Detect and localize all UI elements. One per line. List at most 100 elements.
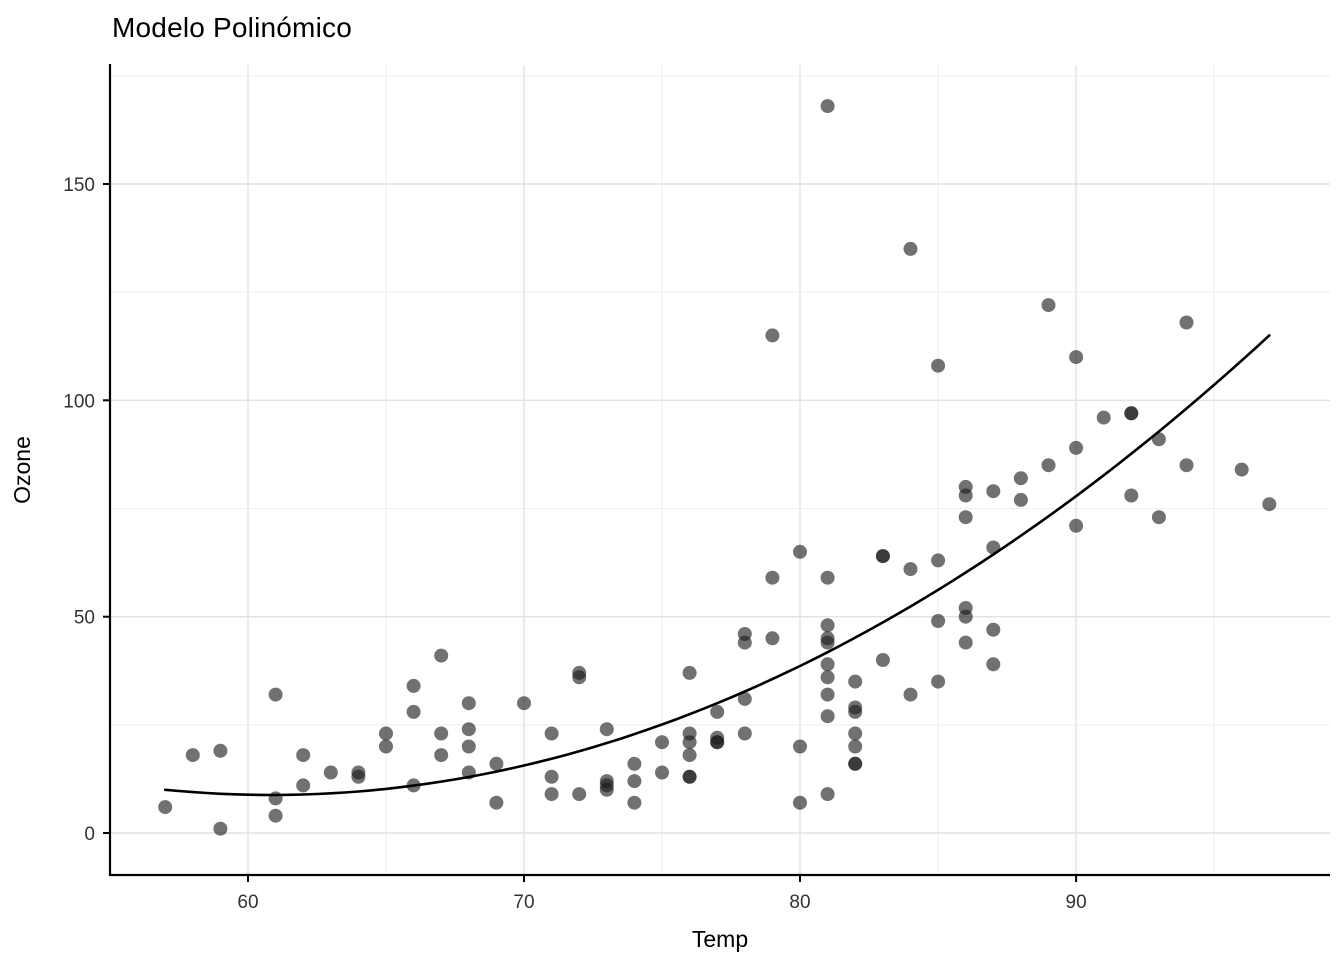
data-point	[434, 748, 449, 763]
data-point	[848, 704, 863, 719]
data-point	[599, 782, 614, 797]
y-tick-label: 50	[74, 608, 95, 629]
data-point	[544, 787, 559, 802]
y-axis-title: Ozone	[9, 436, 35, 504]
y-tick-label: 100	[63, 391, 95, 412]
data-point	[185, 748, 200, 763]
data-point	[765, 631, 780, 646]
data-point	[461, 696, 476, 711]
data-point	[820, 709, 835, 724]
data-point	[1124, 406, 1139, 421]
data-point	[793, 544, 807, 559]
data-point	[544, 726, 559, 741]
data-point	[958, 635, 973, 650]
data-point	[1069, 440, 1084, 455]
data-point	[434, 648, 449, 663]
data-point	[655, 765, 669, 780]
data-point	[544, 769, 559, 784]
data-point	[820, 99, 835, 114]
data-point	[406, 678, 421, 693]
data-point	[820, 570, 835, 585]
data-point	[931, 674, 946, 689]
data-point	[931, 553, 946, 568]
data-point	[1069, 350, 1084, 365]
data-point	[986, 622, 1001, 637]
data-point	[296, 748, 311, 763]
data-point	[1179, 315, 1194, 330]
data-point	[820, 635, 835, 650]
data-point	[1013, 492, 1028, 507]
data-point	[1179, 458, 1194, 473]
data-point	[710, 704, 725, 719]
data-point	[903, 687, 918, 702]
data-point	[268, 791, 283, 806]
data-point	[682, 665, 697, 680]
data-point	[599, 722, 614, 737]
data-point	[820, 657, 835, 672]
data-point	[1096, 410, 1111, 425]
x-tick-label: 60	[237, 892, 258, 913]
data-point	[406, 704, 421, 719]
data-point	[737, 691, 752, 706]
data-point	[1151, 510, 1166, 525]
data-point	[379, 726, 393, 741]
data-point	[461, 722, 476, 737]
data-point	[213, 743, 228, 758]
x-tick-label: 90	[1066, 892, 1087, 913]
data-point	[737, 726, 752, 741]
data-point	[1124, 488, 1139, 503]
data-point	[268, 808, 283, 823]
data-point	[875, 549, 890, 564]
data-point	[848, 726, 863, 741]
chart-title: Modelo Polinómico	[112, 12, 352, 43]
data-point	[710, 735, 725, 750]
data-point	[931, 358, 946, 373]
data-point	[1013, 471, 1028, 486]
data-point	[323, 765, 338, 780]
data-point	[875, 653, 890, 667]
data-point	[986, 484, 1001, 499]
data-point	[489, 756, 504, 771]
data-point	[986, 657, 1001, 672]
data-point	[958, 488, 973, 503]
data-point	[1234, 462, 1249, 477]
data-point	[848, 739, 863, 754]
fit-line	[163, 334, 1271, 797]
data-point	[765, 328, 780, 343]
data-point	[682, 769, 697, 784]
data-point	[489, 795, 504, 810]
data-point	[517, 696, 531, 711]
data-point	[737, 627, 752, 641]
data-point	[655, 735, 669, 750]
data-point	[158, 800, 173, 815]
data-point	[296, 778, 311, 793]
data-point	[627, 774, 642, 789]
data-point	[903, 562, 918, 577]
data-point	[958, 510, 973, 525]
data-point	[765, 570, 780, 585]
data-point	[461, 739, 476, 754]
y-tick-label: 150	[63, 175, 95, 196]
data-point	[627, 756, 642, 771]
y-tick-label: 0	[84, 824, 95, 845]
data-point	[379, 739, 393, 754]
data-point	[903, 241, 918, 256]
data-point	[1069, 518, 1084, 533]
data-point	[682, 748, 697, 763]
x-tick-label: 70	[513, 892, 534, 913]
data-point	[351, 769, 366, 784]
data-point	[848, 756, 863, 771]
data-point	[434, 726, 449, 741]
data-point	[1262, 497, 1277, 512]
data-point	[572, 787, 587, 802]
data-point	[958, 609, 973, 624]
data-point	[1041, 298, 1056, 313]
data-point	[682, 735, 697, 750]
data-point	[820, 670, 835, 685]
data-point	[820, 787, 835, 802]
data-point	[627, 795, 642, 810]
data-point	[572, 665, 587, 680]
data-point	[848, 674, 863, 689]
